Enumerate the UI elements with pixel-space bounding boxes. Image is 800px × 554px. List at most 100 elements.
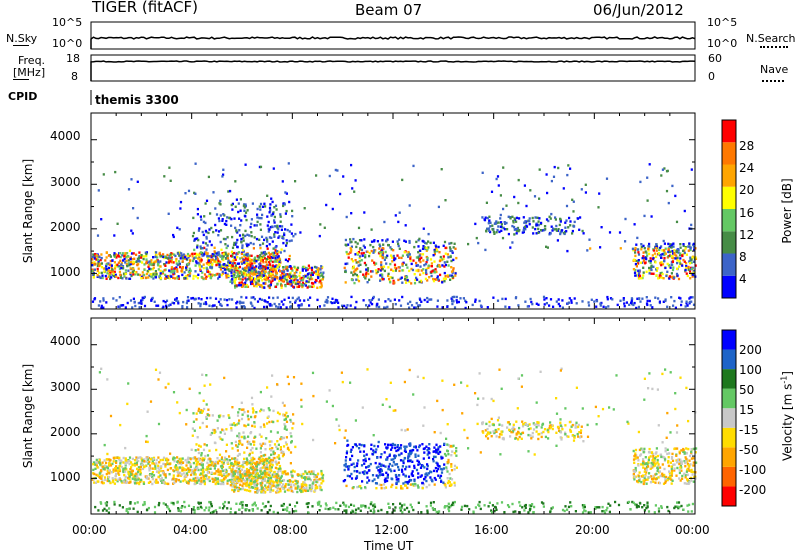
- velocity-cell: [276, 463, 279, 466]
- power-cell: [509, 217, 512, 220]
- velocity-cell: [421, 464, 425, 468]
- power-cell: [500, 221, 503, 224]
- power-cell: [243, 253, 246, 256]
- velocity-cell: [155, 458, 158, 462]
- velocity-cell: [260, 455, 263, 458]
- power-cell: [649, 261, 652, 264]
- velocity-cell: [261, 472, 264, 476]
- velocity-cell: [252, 461, 255, 465]
- velocity-cell: [231, 480, 234, 483]
- velocity-cell: [424, 476, 427, 479]
- power-cell: [105, 263, 108, 266]
- power-cell: [349, 238, 352, 241]
- velocity-cell: [414, 453, 417, 456]
- power-cell: [270, 270, 273, 273]
- power-cell: [246, 285, 250, 288]
- power-cell: [304, 275, 307, 278]
- power-cell: [555, 300, 558, 303]
- power-cell: [207, 231, 210, 235]
- power-cell: [376, 240, 379, 243]
- power-cell: [170, 271, 173, 274]
- power-cell: [666, 270, 669, 273]
- velocity-cell: [116, 466, 119, 470]
- velocity-cell: [117, 469, 120, 473]
- velocity-cell: [108, 469, 111, 472]
- velocity-cell: [122, 469, 125, 472]
- power-cell: [241, 278, 244, 281]
- velocity-cell: [226, 479, 229, 482]
- velocity-cell: [217, 470, 220, 474]
- power-cell: [203, 273, 207, 276]
- velocity-cell: [271, 461, 274, 464]
- power-cell: [401, 264, 404, 267]
- velocity-cell: [290, 483, 293, 486]
- power-cell: [369, 270, 373, 273]
- power-cell: [242, 283, 245, 286]
- velocity-cell: [222, 482, 225, 486]
- power-cell: [268, 228, 271, 231]
- power-cell: [452, 300, 455, 303]
- power-cell: [256, 282, 259, 285]
- power-cell: [419, 265, 422, 268]
- power-cell: [235, 198, 238, 201]
- power-cell: [266, 215, 269, 218]
- power-cell: [581, 300, 584, 303]
- power-cell: [151, 274, 154, 277]
- power-cell: [319, 223, 322, 226]
- power-cell: [308, 272, 311, 275]
- power-cell: [649, 304, 652, 307]
- power-cell: [331, 301, 334, 305]
- power-cell: [105, 256, 108, 259]
- power-cell: [270, 236, 273, 240]
- velocity-cell: [193, 479, 196, 482]
- power-cell: [208, 228, 211, 231]
- velocity-cell: [300, 485, 303, 489]
- power-cell: [415, 261, 418, 265]
- power-cell: [249, 266, 252, 269]
- power-cell: [589, 247, 592, 250]
- power-cell: [208, 272, 211, 275]
- power-cell: [268, 253, 272, 257]
- power-cell: [494, 221, 497, 224]
- velocity-cell: [176, 468, 179, 472]
- power-cell: [521, 231, 524, 234]
- power-cell: [154, 276, 157, 279]
- power-cell: [204, 229, 207, 233]
- power-cell: [344, 281, 347, 284]
- power-cell: [244, 281, 247, 285]
- power-cell: [557, 302, 560, 306]
- velocity-cell: [224, 456, 227, 459]
- power-cell: [159, 265, 162, 268]
- power-cell: [235, 302, 238, 305]
- power-cell: [271, 279, 274, 282]
- velocity-cell: [261, 479, 264, 483]
- power-cell: [150, 267, 153, 271]
- power-cell: [548, 215, 551, 218]
- power-cell: [265, 263, 268, 266]
- power-cell: [178, 260, 181, 263]
- power-cell: [244, 257, 247, 260]
- power-cell: [564, 221, 567, 224]
- power-cell: [234, 205, 237, 208]
- velocity-cell: [263, 477, 266, 480]
- power-cell: [586, 249, 589, 252]
- power-cell: [183, 257, 187, 260]
- velocity-cell: [318, 484, 321, 487]
- velocity-cell: [444, 454, 448, 457]
- power-cell: [204, 242, 208, 245]
- power-cell: [587, 304, 591, 307]
- power-cell: [234, 226, 237, 230]
- power-cell: [294, 232, 297, 236]
- velocity-cell: [213, 478, 216, 481]
- power-cell: [239, 257, 242, 260]
- power-cell: [175, 262, 178, 265]
- power-cell: [359, 263, 362, 266]
- power-cell: [492, 230, 495, 234]
- power-cell: [690, 168, 693, 171]
- velocity-cell: [449, 477, 452, 480]
- velocity-cell: [242, 460, 245, 464]
- power-cell: [193, 252, 196, 256]
- power-cell: [250, 269, 253, 273]
- power-cell: [437, 245, 440, 249]
- velocity-cell: [413, 464, 416, 468]
